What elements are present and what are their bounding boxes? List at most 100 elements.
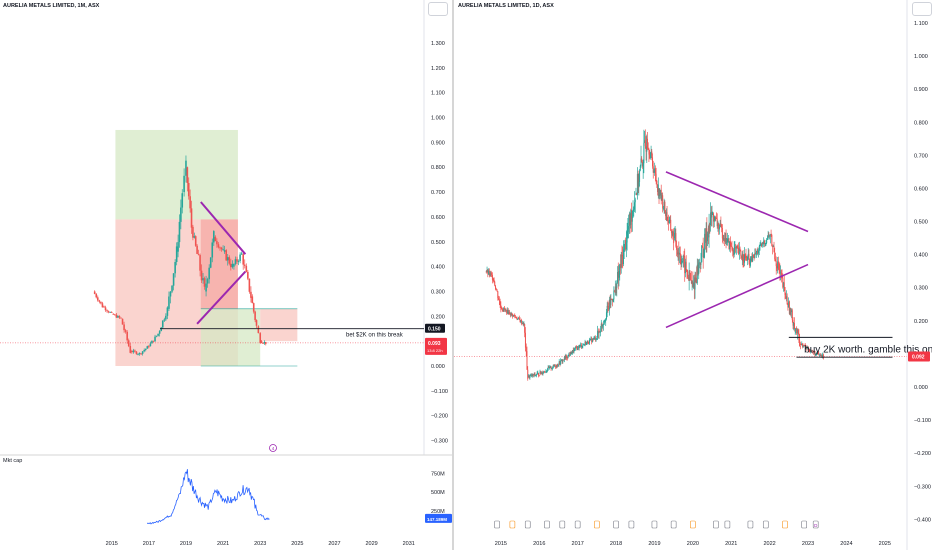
candle-down [732, 249, 734, 251]
candle-up [583, 344, 585, 346]
candle-down [707, 233, 709, 238]
y-tick-label: 1.000 [431, 116, 445, 122]
candle-up [569, 351, 571, 356]
right-chart-canvas[interactable]: 1.100 1.000 0.900 0.800 0.700 0.600 0.500 0.400… [454, 0, 932, 550]
candle-down [738, 248, 740, 254]
candle-down [686, 269, 688, 272]
y-tick-label: 0.500 [914, 220, 928, 226]
candle-down [652, 166, 654, 173]
candle-down [774, 252, 776, 260]
candle-down [644, 140, 646, 147]
candle-up [642, 163, 644, 167]
candle-down [493, 277, 495, 282]
candle-up [713, 220, 715, 222]
candle-up [141, 351, 144, 354]
candle-up [665, 212, 667, 217]
buy-annotation: buy 2K worth. gamble this one [804, 344, 932, 355]
candle-down [243, 264, 246, 266]
candle-down [668, 221, 670, 223]
candle-up [600, 323, 602, 332]
candle-down [783, 282, 785, 288]
candle-up [711, 211, 713, 218]
candle-down [95, 293, 98, 298]
candle-down [250, 291, 252, 298]
candle-down [528, 375, 530, 379]
y-tick-label: 1.000 [914, 54, 928, 60]
candle-down [715, 216, 717, 218]
candle-down [729, 241, 731, 247]
candle-down [678, 252, 680, 255]
candle-up [815, 353, 817, 356]
candle-up [619, 263, 621, 272]
candle-down [679, 253, 681, 259]
candle-down [732, 250, 734, 256]
candle-down [797, 329, 799, 334]
candle-down [524, 332, 526, 348]
candle-up [758, 250, 760, 254]
candle-up [598, 331, 600, 334]
candle-up [663, 202, 665, 209]
left-chart-menu-button[interactable] [428, 2, 448, 16]
candle-down [687, 271, 689, 278]
position-zone-profit [115, 129, 238, 220]
candle-down [730, 246, 732, 248]
candle-up [659, 189, 661, 196]
candle-down [525, 347, 527, 352]
candle-down [736, 246, 738, 248]
candle-up [589, 338, 591, 340]
candle-down [230, 263, 232, 268]
candle-down [194, 236, 197, 246]
candle-down [806, 346, 808, 349]
y-tick-label: 0.800 [914, 120, 928, 126]
candle-up [662, 208, 664, 209]
candle-down [709, 224, 711, 226]
left-chart-canvas[interactable]: 1.300 1.200 1.100 1.000 0.900 0.800 0.700 0.600… [0, 0, 452, 550]
candle-down [791, 310, 793, 320]
candle-up [622, 249, 624, 265]
candle-down [649, 154, 651, 159]
candle-down [577, 347, 579, 349]
candle-up [517, 318, 519, 320]
daily-chart-pane[interactable]: AURELIA METALS LIMITED, 1D, ASX 1.100 1.0… [454, 0, 932, 550]
candle-down [763, 240, 765, 244]
candle-down [504, 307, 506, 310]
monthly-chart-pane[interactable]: AURELIA METALS LIMITED, 1M, ASX 1.300 1.2… [0, 0, 452, 550]
candle-up [543, 371, 545, 373]
candle-down [550, 366, 552, 369]
candle-up [510, 312, 512, 316]
candle-down [140, 353, 142, 355]
candle-down [752, 255, 754, 258]
candle-down [498, 298, 500, 300]
candle-up [193, 236, 196, 238]
candle-up [723, 238, 725, 240]
candle-down [742, 253, 744, 261]
candle-up [628, 226, 630, 230]
candle-down [757, 250, 759, 254]
candle-up [185, 160, 187, 176]
candle-up [802, 345, 804, 347]
candle-down [572, 350, 574, 353]
candle-down [776, 266, 778, 269]
candle-up [634, 202, 636, 210]
candle-down [748, 253, 750, 259]
candle-up [710, 212, 712, 226]
candle-down [629, 213, 631, 225]
candle-down [716, 218, 718, 227]
x-tick-label: 2025 [291, 541, 303, 547]
candle-up [810, 350, 812, 352]
candle-down [496, 289, 498, 292]
candle-down [761, 243, 763, 247]
candle-down [772, 246, 774, 247]
candle-up [571, 353, 573, 355]
x-tick-label: 2019 [180, 541, 192, 547]
candle-up [659, 195, 661, 197]
candle-down [192, 226, 194, 238]
pane-divider[interactable] [452, 0, 454, 550]
candle-down [563, 359, 565, 361]
candle-up [144, 348, 147, 350]
candle-down [490, 273, 492, 275]
candle-up [785, 296, 787, 299]
candle-up [789, 308, 791, 314]
candle-up [542, 372, 544, 375]
mktcap-label: Mkt cap [3, 458, 23, 464]
